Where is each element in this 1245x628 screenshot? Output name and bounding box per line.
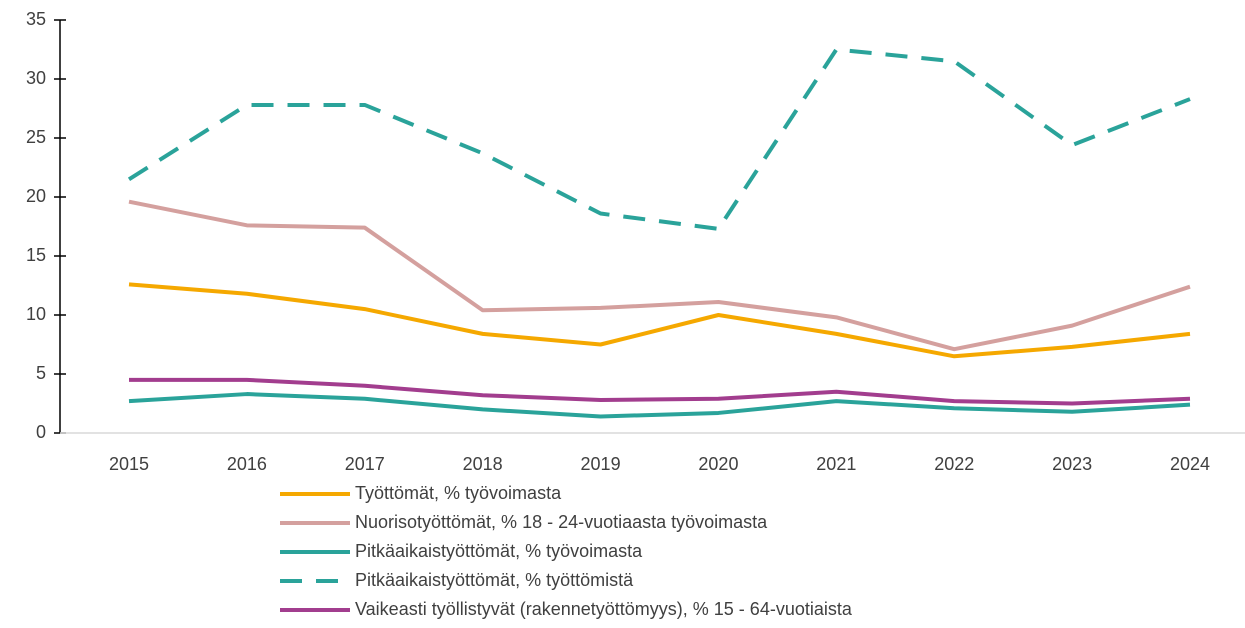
y-tick-label: 0 [36,422,46,442]
series-line [128,199,1191,352]
x-tick-label: 2019 [581,454,621,474]
legend-label: Pitkäaikaistyöttömät, % työttömistä [355,570,634,590]
x-tick-label: 2016 [227,454,267,474]
x-tick-label: 2017 [345,454,385,474]
y-tick-label: 5 [36,363,46,383]
x-tick-label: 2018 [463,454,503,474]
series-line [128,392,1191,419]
legend-label: Pitkäaikaistyöttömät, % työvoimasta [355,541,643,561]
x-tick-label: 2024 [1170,454,1210,474]
x-tick-label: 2020 [698,454,738,474]
y-tick-label: 20 [26,186,46,206]
legend-label: Nuorisotyöttömät, % 18 - 24-vuotiaasta t… [355,512,768,532]
x-tick-label: 2022 [934,454,974,474]
y-tick-label: 30 [26,68,46,88]
series-line [128,282,1191,359]
y-tick-label: 25 [26,127,46,147]
x-tick-label: 2021 [816,454,856,474]
legend-label: Työttömät, % työvoimasta [355,483,562,503]
series-line [127,47,1191,231]
x-tick-label: 2023 [1052,454,1092,474]
y-tick-label: 10 [26,304,46,324]
x-tick-label: 2015 [109,454,149,474]
y-tick-label: 15 [26,245,46,265]
legend-label: Vaikeasti työllistyvät (rakennetyöttömyy… [355,599,853,619]
series-line [129,377,1191,406]
y-tick-label: 35 [26,9,46,29]
